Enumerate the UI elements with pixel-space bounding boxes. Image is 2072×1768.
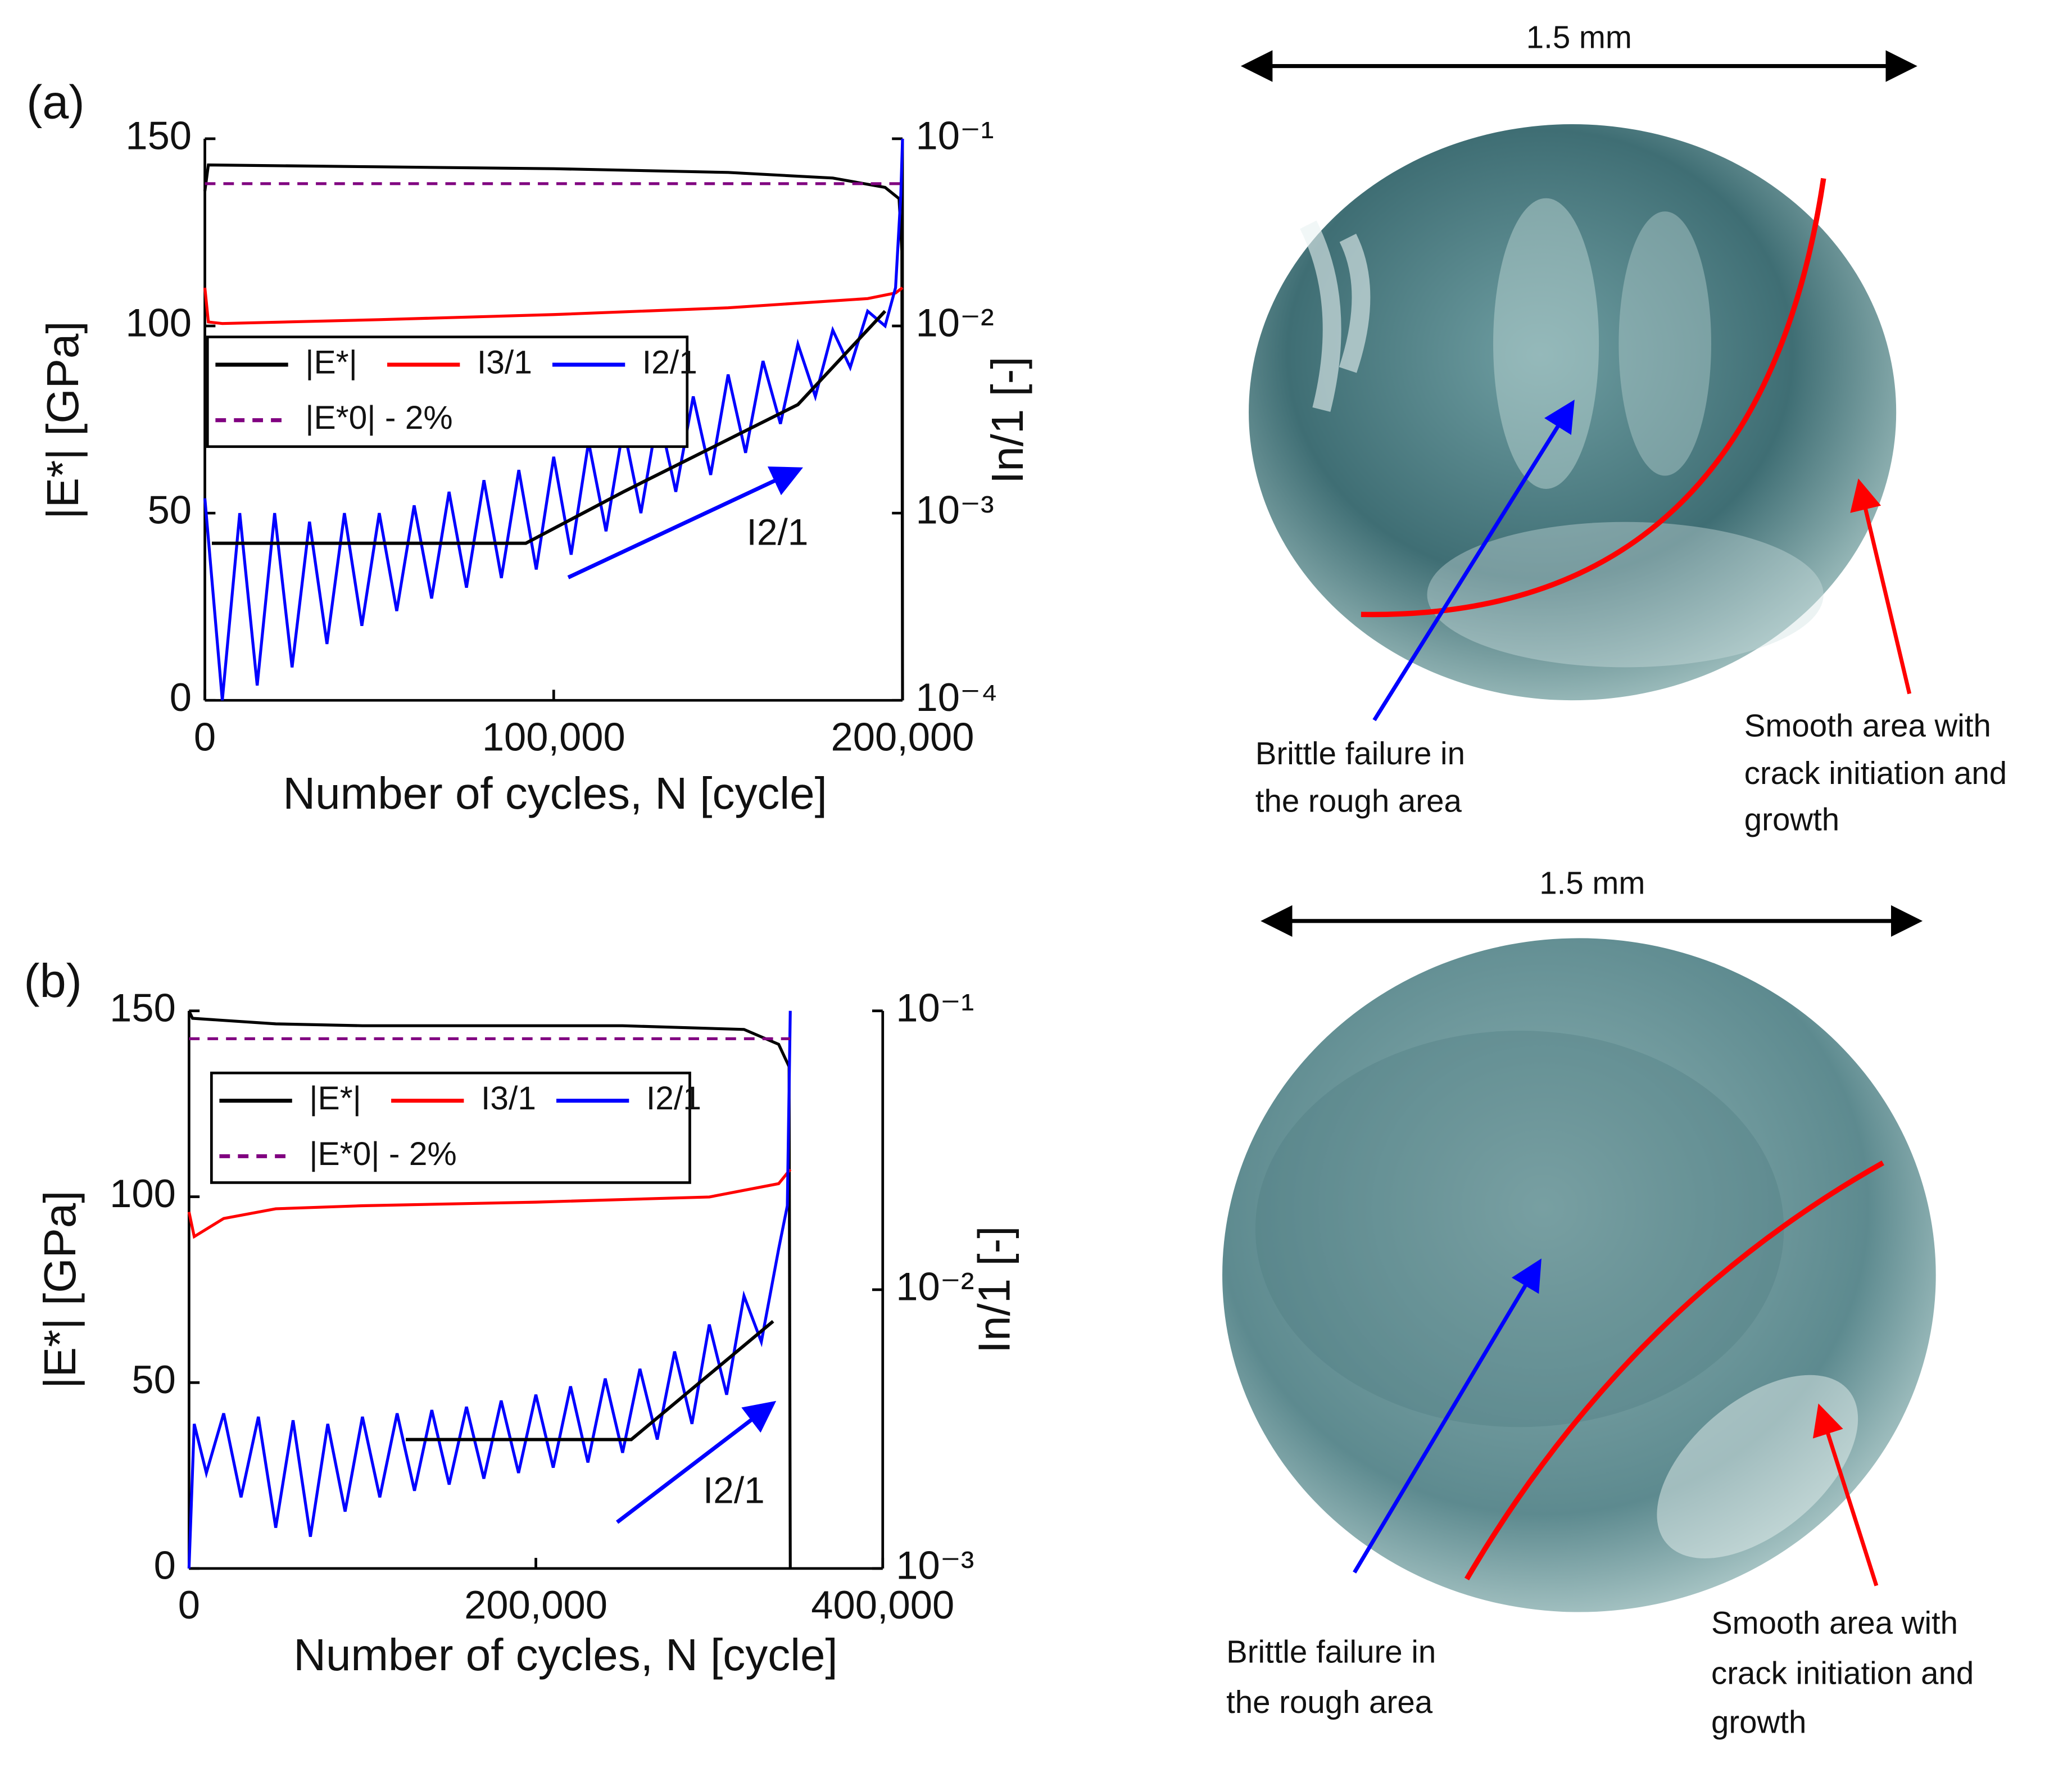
legend-label: I3/1 bbox=[477, 344, 532, 380]
y-tick-label: 150 bbox=[110, 985, 176, 1030]
annotation: I2/1 bbox=[747, 511, 809, 553]
legend-label: I2/1 bbox=[646, 1080, 701, 1117]
y-tick-label: 100 bbox=[110, 1171, 176, 1216]
annotation-arrow bbox=[616, 1400, 777, 1524]
x-tick-label: 200,000 bbox=[831, 714, 974, 759]
annotation: I2/1 bbox=[703, 1469, 765, 1511]
series-line bbox=[211, 310, 887, 545]
series-line bbox=[203, 138, 904, 701]
legend-box bbox=[206, 336, 689, 448]
y-tick-label: 50 bbox=[148, 488, 192, 532]
y2-tick-label: 10⁻¹ bbox=[896, 985, 974, 1030]
note: Brittle failure in bbox=[1255, 736, 1465, 771]
x-axis-title: Number of cycles, N [cycle] bbox=[293, 1630, 837, 1680]
scale-label: 1.5 mm bbox=[1526, 19, 1632, 55]
note: growth bbox=[1744, 801, 1839, 837]
y-tick-label: 0 bbox=[170, 675, 192, 719]
y-tick-label: 50 bbox=[132, 1357, 175, 1402]
note: Smooth area with bbox=[1744, 708, 1991, 743]
x-tick-label: 100,000 bbox=[482, 714, 625, 759]
panel-label: (b) bbox=[24, 954, 81, 1007]
y-tick-label: 0 bbox=[154, 1543, 176, 1588]
y-tick-label: 100 bbox=[125, 301, 192, 345]
legend-label: |E*| bbox=[309, 1080, 361, 1117]
legend-label: |E*0| - 2% bbox=[309, 1136, 456, 1172]
x-tick-label: 0 bbox=[194, 714, 216, 759]
legend-label: I2/1 bbox=[642, 344, 697, 380]
y2-tick-label: 10⁻³ bbox=[916, 488, 994, 532]
legend-box bbox=[210, 1071, 691, 1184]
legend-label: |E*| bbox=[305, 344, 357, 380]
y-axis-title: |E*| [GPa] bbox=[35, 1191, 85, 1389]
y2-tick-label: 10⁻² bbox=[916, 301, 994, 345]
series-line bbox=[187, 1010, 792, 1568]
y2-axis-title: In/1 [-] bbox=[982, 356, 1032, 484]
y2-tick-label: 10⁻⁴ bbox=[916, 675, 998, 719]
note: Brittle failure in bbox=[1226, 1634, 1436, 1670]
note: crack initiation and bbox=[1711, 1655, 1974, 1690]
note: the rough area bbox=[1255, 783, 1462, 818]
y-axis-title: |E*| [GPa] bbox=[38, 321, 88, 519]
series-line bbox=[187, 1168, 792, 1239]
y-tick-label: 150 bbox=[125, 114, 192, 158]
legend-label: |E*0| - 2% bbox=[305, 400, 452, 436]
y2-tick-label: 10⁻² bbox=[896, 1264, 974, 1308]
x-tick-label: 400,000 bbox=[811, 1583, 954, 1627]
legend-label: I3/1 bbox=[481, 1080, 536, 1117]
x-tick-label: 0 bbox=[178, 1583, 200, 1627]
y2-axis-title: In/1 [-] bbox=[969, 1226, 1019, 1354]
note: the rough area bbox=[1226, 1684, 1433, 1720]
y2-tick-label: 10⁻¹ bbox=[916, 114, 994, 158]
x-axis-title: Number of cycles, N [cycle] bbox=[283, 768, 827, 818]
note: Smooth area with bbox=[1711, 1605, 1958, 1640]
series-line bbox=[203, 286, 904, 325]
x-tick-label: 200,000 bbox=[464, 1583, 607, 1627]
photo bbox=[1222, 905, 1936, 1612]
panel-label: (a) bbox=[26, 75, 84, 128]
y2-tick-label: 10⁻³ bbox=[896, 1543, 974, 1588]
photo bbox=[1240, 50, 1917, 722]
annotation-arrow bbox=[567, 466, 804, 579]
scale-label: 1.5 mm bbox=[1539, 865, 1645, 900]
series-line bbox=[406, 1320, 774, 1441]
note: crack initiation and bbox=[1744, 755, 2007, 791]
note: growth bbox=[1711, 1704, 1806, 1739]
